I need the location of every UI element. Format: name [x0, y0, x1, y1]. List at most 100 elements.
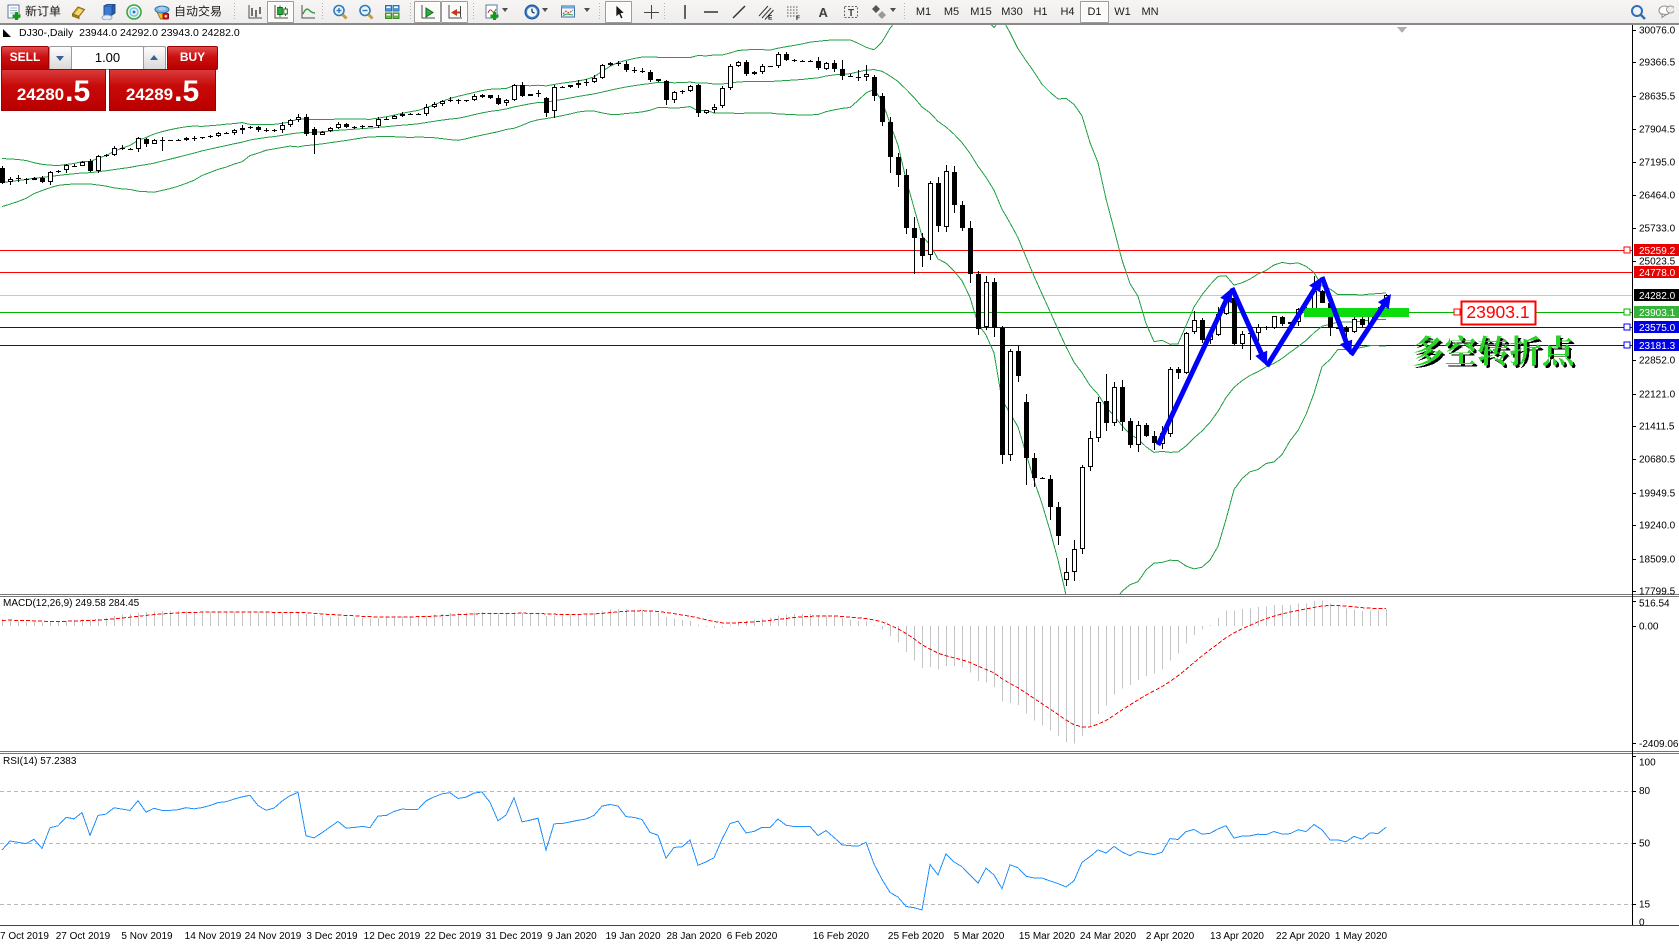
line-anchor-handle[interactable]: [1623, 308, 1631, 316]
sell-price-button[interactable]: 24280.5: [1, 69, 106, 111]
volume-input[interactable]: 1.00: [71, 46, 144, 70]
dropdown-arrow-icon[interactable]: [890, 8, 896, 12]
time-tick-label: 12 Dec 2019: [364, 931, 421, 942]
timeframe-w1[interactable]: W1: [1114, 6, 1131, 18]
tile-windows-button[interactable]: [379, 1, 403, 23]
macd-axis-label: 516.54: [1639, 599, 1670, 610]
toolbar-cjk-label: [25, 5, 61, 17]
cjk-text: [25, 5, 61, 17]
candle: [440, 100, 445, 106]
chart-shift-button[interactable]: [441, 1, 468, 23]
search-button[interactable]: [1624, 1, 1650, 23]
macd-signal-line: [1, 604, 1386, 728]
dropdown-arrow-icon[interactable]: [542, 8, 548, 12]
price-tick-label: 18509.0: [1639, 555, 1676, 566]
indicators-button[interactable]: [480, 1, 503, 23]
label-button[interactable]: T: [838, 1, 862, 23]
search-icon: [1630, 5, 1646, 20]
candle: [984, 276, 989, 330]
chat-button[interactable]: [1650, 1, 1679, 23]
candle: [664, 80, 669, 105]
candle: [0, 166, 5, 184]
candle: [1232, 292, 1237, 345]
chart-shift-marker[interactable]: [1397, 27, 1407, 33]
channel-button[interactable]: E: [753, 1, 777, 23]
autotrading-button[interactable]: [149, 1, 173, 23]
line-anchor-handle[interactable]: [1623, 341, 1631, 349]
price-tick-label: 19949.5: [1639, 489, 1676, 500]
zoom-in-button[interactable]: [327, 1, 351, 23]
line-chart-icon: [301, 5, 315, 19]
candle: [728, 64, 733, 90]
timeframe-m15[interactable]: M15: [970, 6, 992, 18]
candle: [408, 113, 413, 115]
line-anchor-handle[interactable]: [1623, 246, 1631, 254]
fibonacci-button[interactable]: F: [781, 1, 805, 23]
rsi-pane: [0, 791, 1632, 911]
candle: [96, 155, 101, 173]
candle: [704, 110, 709, 114]
autotrade-icon: [154, 5, 169, 20]
candle: [800, 60, 805, 62]
clock-icon: [524, 4, 540, 20]
navigator-button[interactable]: [95, 1, 119, 23]
text-button[interactable]: A: [810, 1, 834, 23]
hline-button[interactable]: [698, 1, 722, 23]
dropdown-arrow-icon[interactable]: [502, 8, 508, 12]
auto-scroll-button[interactable]: [414, 1, 441, 23]
candle: [104, 154, 109, 157]
price-tick-label: 22852.0: [1639, 356, 1676, 367]
candle: [880, 93, 885, 126]
price-label-object[interactable]: 23903.1: [1460, 300, 1537, 326]
candle: [1008, 349, 1013, 461]
candle: [1000, 326, 1005, 464]
one-click-collapse-icon[interactable]: [2, 27, 14, 39]
price-badge-text: 23181.3: [1639, 341, 1676, 352]
timeframe-m30[interactable]: M30: [1001, 6, 1023, 18]
timeframe-m1[interactable]: M1: [915, 6, 932, 18]
candle: [176, 139, 181, 141]
shapes-button[interactable]: [866, 1, 890, 23]
candle: [944, 165, 949, 232]
svg-text:T: T: [848, 8, 854, 19]
line-chart-button[interactable]: [295, 1, 319, 23]
cn-annotation-text[interactable]: [1413, 335, 1576, 369]
timeframe-d1[interactable]: D1: [1080, 1, 1109, 23]
candle: [464, 100, 469, 102]
timeframe-h1[interactable]: H1: [1033, 6, 1048, 18]
timeframe-mn[interactable]: MN: [1141, 6, 1159, 18]
zoom-out-button[interactable]: [353, 1, 377, 23]
trendline-button[interactable]: [726, 1, 750, 23]
price-tick-label: 21411.5: [1639, 422, 1675, 433]
crosshair-button[interactable]: [638, 1, 662, 23]
candle: [56, 170, 61, 173]
line-anchor-handle[interactable]: [1453, 308, 1461, 316]
bar-chart-button[interactable]: [242, 1, 266, 23]
templates-button[interactable]: [556, 1, 579, 23]
zigzag-arrows[interactable]: [1155, 276, 1391, 447]
candle: [128, 148, 133, 150]
line-anchor-handle[interactable]: [1623, 323, 1631, 331]
strategy-tester-button[interactable]: [121, 1, 145, 23]
market-watch-button[interactable]: [66, 1, 90, 23]
timeframe-m5[interactable]: M5: [943, 6, 960, 18]
auto-scroll-icon: [421, 5, 435, 19]
candle: [872, 75, 877, 101]
new-order-button[interactable]: [2, 1, 25, 23]
candle-chart-button[interactable]: [267, 1, 294, 23]
candle: [496, 95, 501, 105]
trendline-icon: [731, 5, 746, 19]
sell-button[interactable]: SELL: [1, 46, 49, 70]
tile-windows-icon: [384, 5, 399, 19]
periods-button[interactable]: [520, 1, 543, 23]
dropdown-arrow-icon[interactable]: [584, 8, 590, 12]
candle: [1072, 540, 1077, 581]
buy-price-button[interactable]: 24289.5: [109, 69, 216, 111]
candle: [16, 175, 21, 182]
svg-text:F: F: [796, 15, 800, 20]
timeframe-h4[interactable]: H4: [1060, 6, 1075, 18]
time-tick-label: 24 Mar 2020: [1080, 931, 1137, 942]
vline-button[interactable]: [672, 1, 696, 23]
cursor-button[interactable]: [605, 1, 632, 23]
